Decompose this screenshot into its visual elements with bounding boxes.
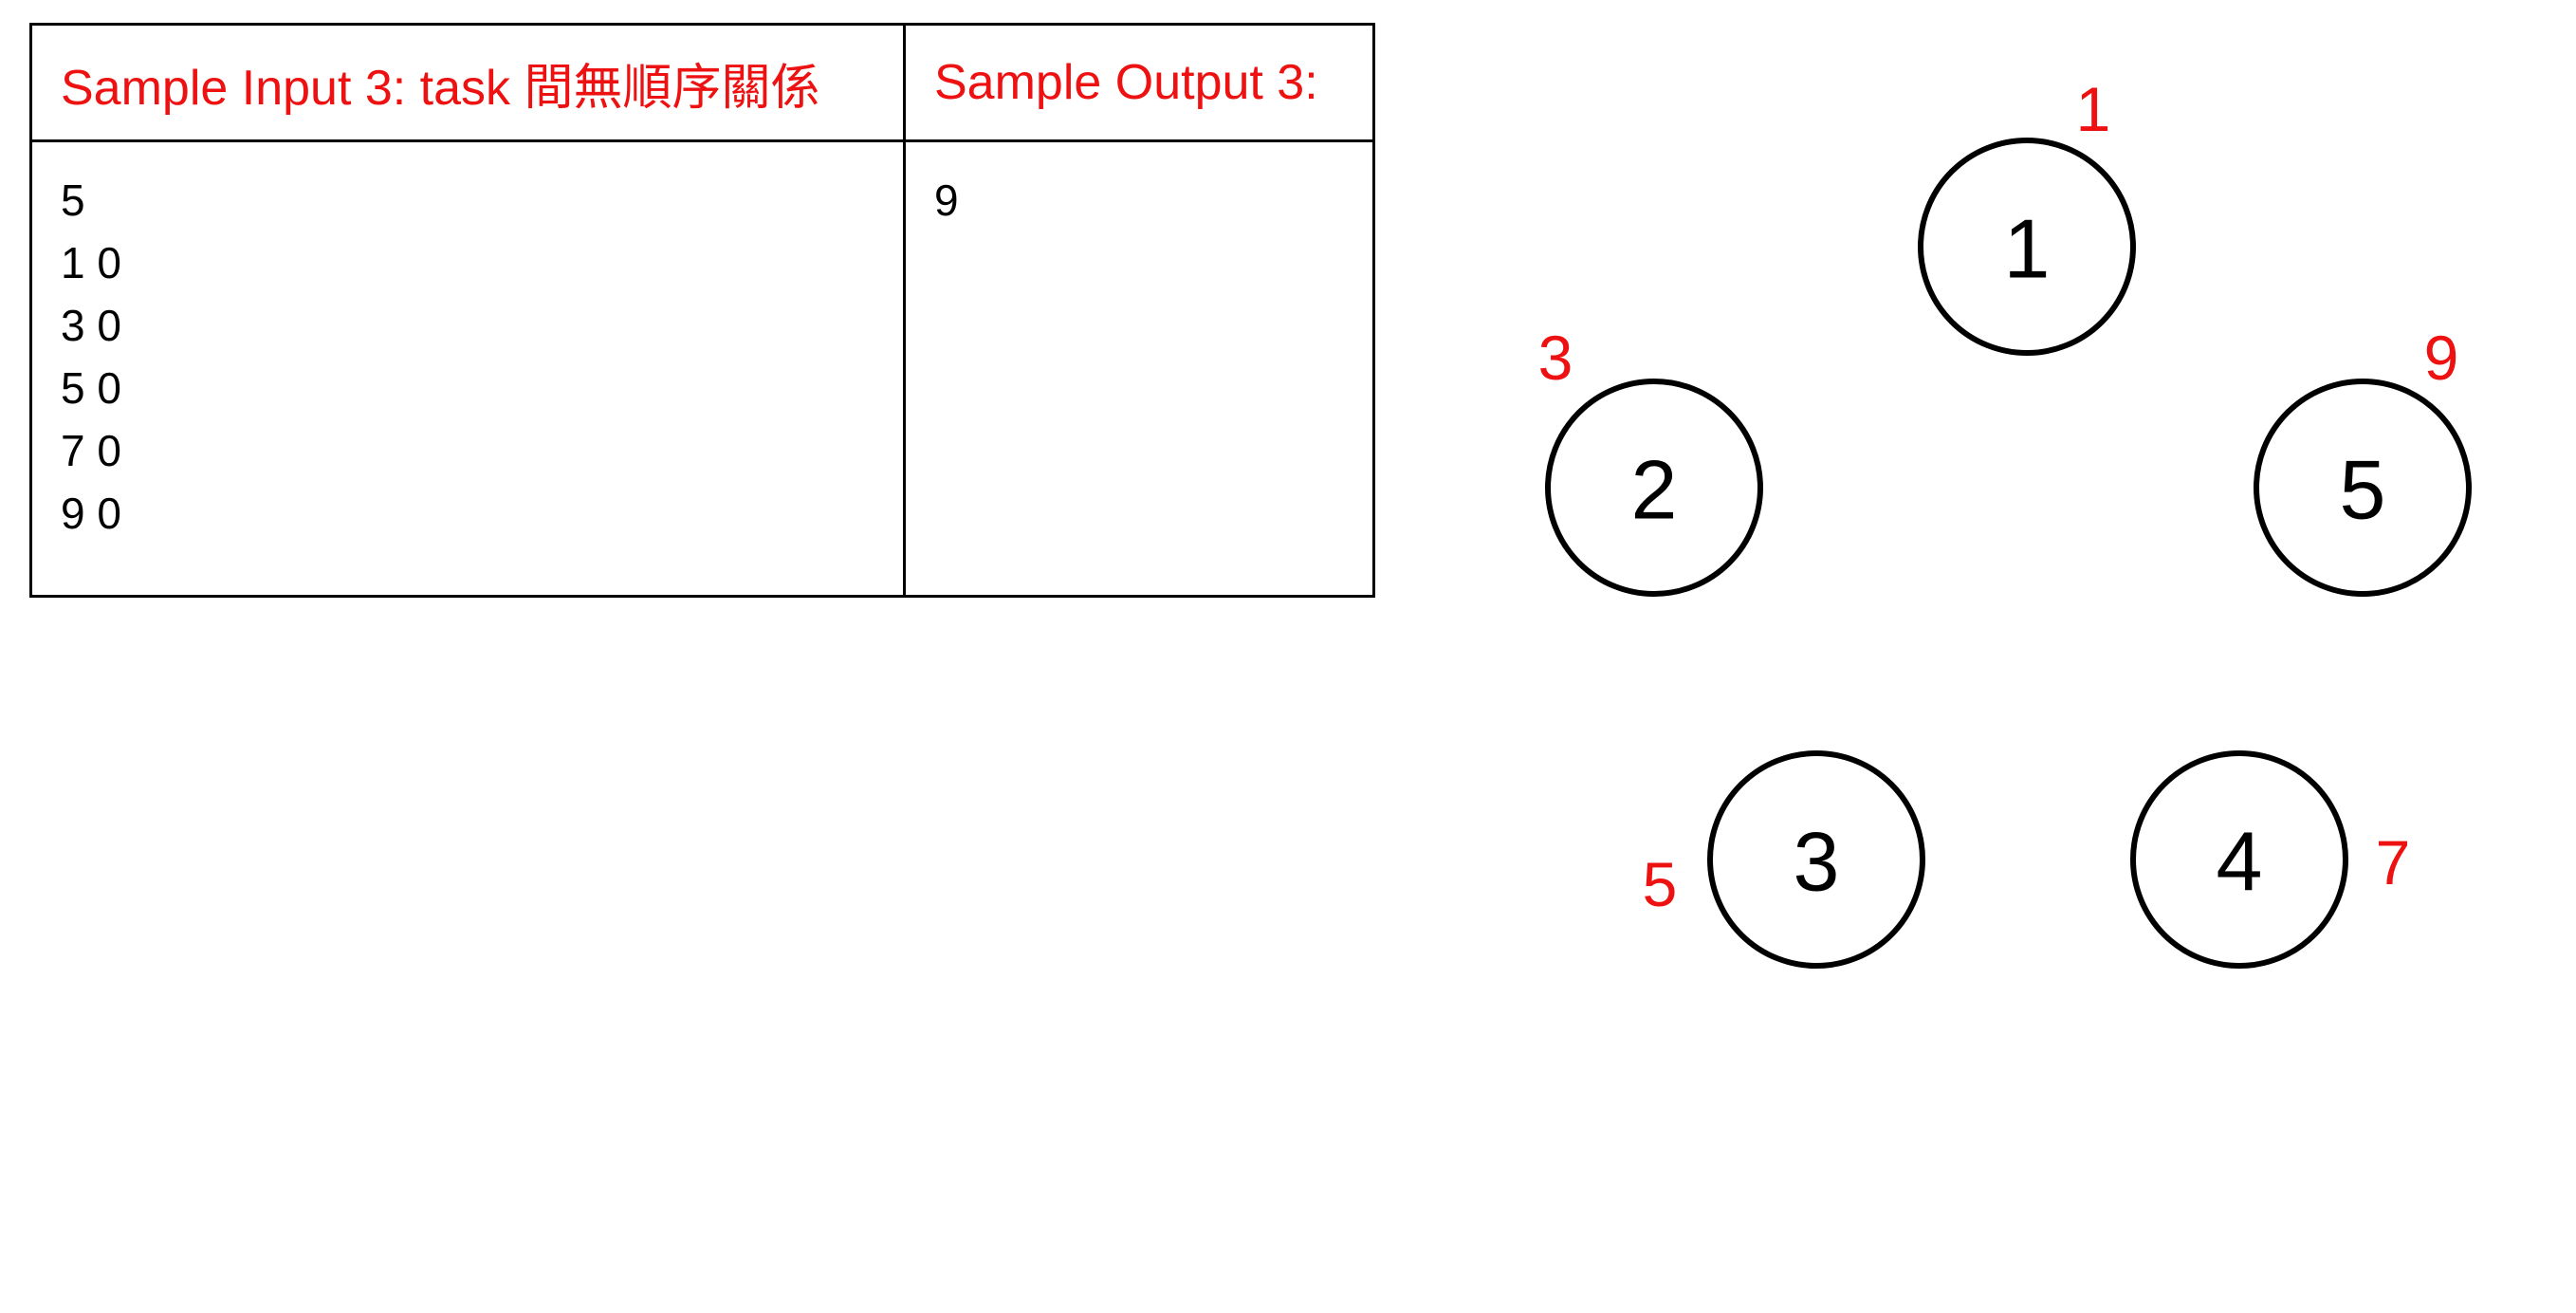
node-4-id: 4 (2217, 815, 2263, 909)
input-line: 5 0 (61, 363, 121, 413)
output-line: 9 (934, 176, 959, 225)
sample-input-header: Sample Input 3: task 間無順序關係 (29, 23, 906, 142)
input-line: 3 0 (61, 301, 121, 350)
node-2-circle (1545, 379, 1763, 597)
node-1-circle (1918, 138, 2136, 356)
node-5-weight: 9 (2424, 323, 2459, 393)
sample-header-row: Sample Input 3: task 間無順序關係 Sample Outpu… (29, 23, 1375, 142)
node-1-id: 1 (2004, 202, 2051, 296)
node-4-circle (2130, 750, 2348, 969)
node-3-weight: 5 (1643, 849, 1678, 919)
sample-body-row: 5 1 0 3 0 5 0 7 0 9 0 9 (29, 139, 1375, 598)
node-5-circle (2254, 379, 2472, 597)
node-3-circle (1707, 750, 1925, 969)
sample-input-cell: 5 1 0 3 0 5 0 7 0 9 0 (29, 139, 906, 598)
node-2-id: 2 (1631, 443, 1678, 537)
node-1-weight: 1 (2076, 74, 2111, 144)
task-node-1: 1 1 (1918, 74, 2136, 356)
task-node-3: 3 5 (1643, 750, 1925, 969)
node-4-weight: 7 (2376, 827, 2411, 897)
sample-output-cell: 9 (903, 139, 1375, 598)
input-line: 5 (61, 176, 85, 225)
task-node-5: 5 9 (2254, 323, 2472, 597)
input-line: 9 0 (61, 489, 121, 538)
input-line: 1 0 (61, 238, 121, 287)
input-line: 7 0 (61, 426, 121, 475)
sample-io-table: Sample Input 3: task 間無順序關係 Sample Outpu… (29, 23, 1375, 598)
node-2-weight: 3 (1538, 323, 1573, 393)
task-node-4: 4 7 (2130, 750, 2411, 969)
task-node-2: 2 3 (1538, 323, 1763, 597)
node-3-id: 3 (1794, 815, 1840, 909)
sample-output-header: Sample Output 3: (903, 23, 1375, 142)
node-5-id: 5 (2340, 443, 2386, 537)
